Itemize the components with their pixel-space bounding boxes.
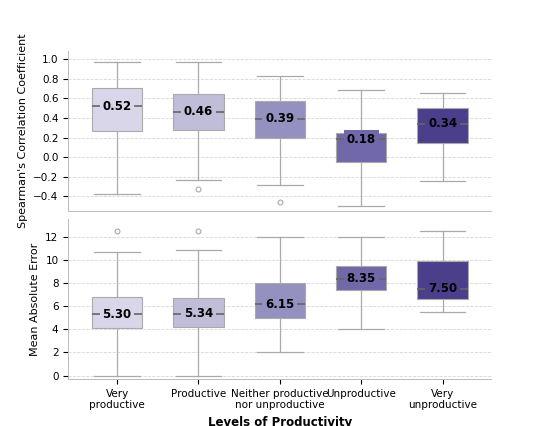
Text: 0.46: 0.46 — [184, 106, 213, 118]
Bar — [417, 261, 468, 299]
Y-axis label: Mean Absolute Error: Mean Absolute Error — [29, 242, 40, 356]
Text: 5.30: 5.30 — [103, 308, 132, 321]
Text: 0.18: 0.18 — [347, 133, 376, 146]
Text: 0.34: 0.34 — [428, 117, 457, 130]
Text: 6.15: 6.15 — [265, 298, 294, 311]
Bar — [336, 265, 387, 290]
Y-axis label: Spearman's Correlation Coefficient: Spearman's Correlation Coefficient — [17, 34, 28, 228]
Text: 0.39: 0.39 — [265, 112, 294, 125]
X-axis label: Levels of Productivity: Levels of Productivity — [207, 416, 352, 426]
Bar — [417, 108, 468, 144]
Text: 0.52: 0.52 — [103, 100, 132, 112]
Text: 5.34: 5.34 — [184, 307, 213, 320]
Bar — [254, 101, 305, 138]
Text: 8.35: 8.35 — [347, 272, 376, 285]
Bar — [336, 132, 387, 162]
Bar — [92, 89, 143, 131]
Bar — [254, 283, 305, 318]
Bar — [173, 94, 224, 130]
Text: 7.50: 7.50 — [428, 282, 457, 295]
Bar — [92, 297, 143, 328]
Bar — [173, 298, 224, 327]
